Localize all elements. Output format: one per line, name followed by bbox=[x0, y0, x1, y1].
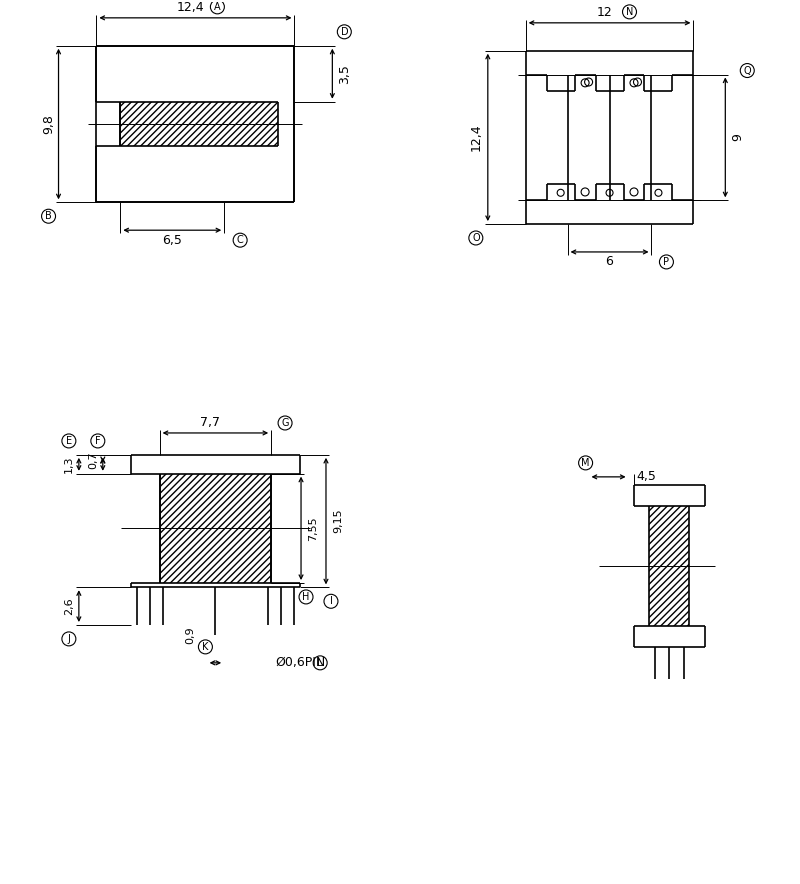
Text: 4,5: 4,5 bbox=[637, 470, 656, 484]
Text: 9: 9 bbox=[730, 133, 744, 141]
Text: B: B bbox=[45, 211, 52, 221]
Bar bbox=[120, 102, 278, 147]
Text: 2,6: 2,6 bbox=[64, 598, 74, 615]
Text: A: A bbox=[214, 2, 221, 11]
Text: M: M bbox=[582, 458, 590, 468]
Text: O: O bbox=[472, 233, 480, 243]
Text: J: J bbox=[67, 634, 70, 644]
Text: D: D bbox=[341, 27, 348, 37]
Text: Q: Q bbox=[743, 65, 751, 75]
Text: 9,8: 9,8 bbox=[42, 114, 55, 134]
Text: 3,5: 3,5 bbox=[338, 64, 351, 84]
Text: 12,4: 12,4 bbox=[470, 124, 482, 151]
Text: 6: 6 bbox=[606, 255, 614, 269]
Text: 1,3: 1,3 bbox=[64, 455, 74, 473]
Bar bbox=[160, 474, 271, 583]
Text: 0,7: 0,7 bbox=[88, 451, 98, 469]
Text: 6,5: 6,5 bbox=[162, 233, 182, 247]
Text: 9,15: 9,15 bbox=[333, 509, 343, 533]
Text: E: E bbox=[66, 436, 72, 446]
Text: P: P bbox=[663, 257, 670, 267]
Text: N: N bbox=[626, 7, 633, 17]
Text: L: L bbox=[318, 658, 323, 667]
Bar bbox=[650, 506, 690, 626]
Text: K: K bbox=[202, 642, 209, 652]
Text: 7,7: 7,7 bbox=[201, 416, 221, 430]
Text: H: H bbox=[302, 592, 310, 602]
Text: C: C bbox=[237, 235, 243, 245]
Text: Ø0,6PIN: Ø0,6PIN bbox=[275, 656, 326, 669]
Text: F: F bbox=[95, 436, 101, 446]
Text: 12: 12 bbox=[597, 6, 613, 19]
Text: 12,4: 12,4 bbox=[177, 2, 204, 14]
Text: I: I bbox=[330, 597, 333, 606]
Text: G: G bbox=[282, 418, 289, 428]
Text: 7,55: 7,55 bbox=[308, 516, 318, 541]
Text: 0,9: 0,9 bbox=[186, 626, 195, 644]
